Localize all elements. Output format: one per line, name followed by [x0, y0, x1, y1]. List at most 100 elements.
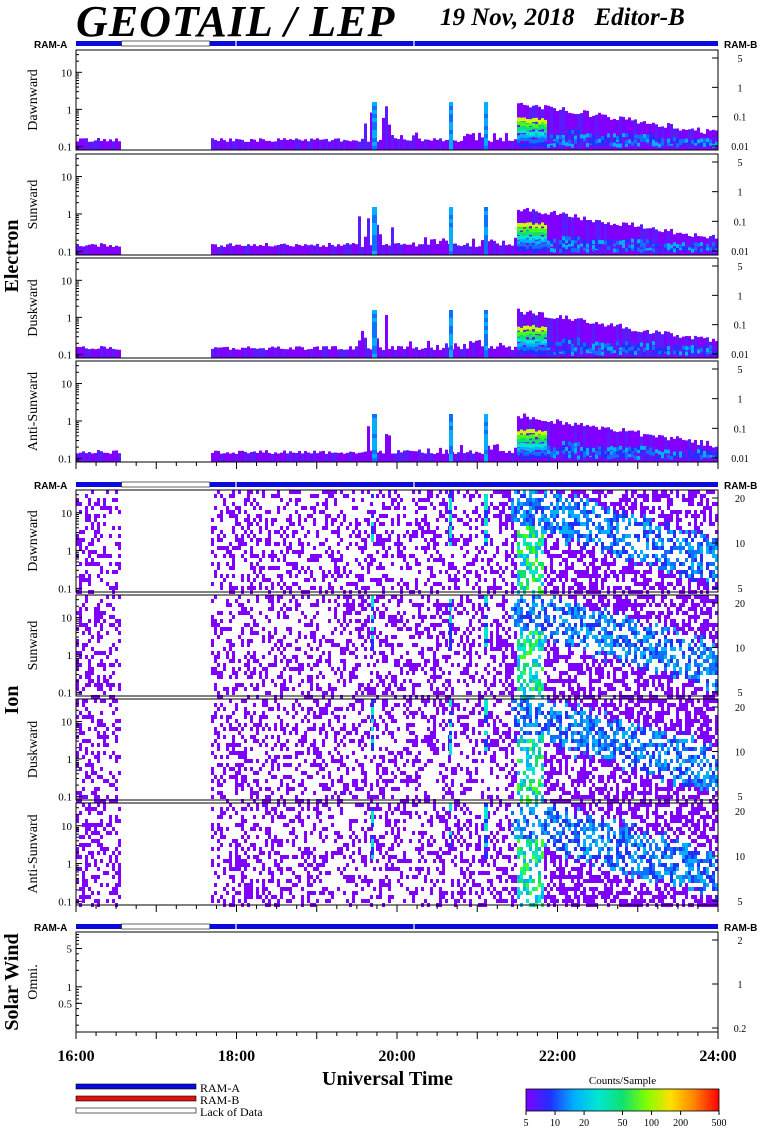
- spectrogram-cell: [697, 490, 700, 494]
- spectrogram-cell: [559, 138, 562, 143]
- spectrogram-cell: [637, 343, 640, 348]
- spectrogram-cell: [601, 351, 604, 356]
- editor-label: Editor-B: [594, 4, 685, 31]
- spectrogram-cell: [565, 450, 568, 455]
- ram-a-label: RAM-A: [34, 40, 67, 51]
- spectrogram-cell: [700, 248, 703, 253]
- spectrogram-cell: [466, 651, 469, 655]
- spectrogram-cell: [301, 663, 304, 667]
- spectrogram-cell: [241, 627, 244, 631]
- spectrogram-cell: [253, 518, 256, 522]
- spectrogram-cell: [449, 114, 453, 118]
- spectrogram-cell: [79, 546, 82, 550]
- spectrogram-cell: [340, 452, 343, 462]
- spectrogram-cell: [307, 679, 310, 683]
- spectrogram-cell: [400, 667, 403, 671]
- spectrogram-cell: [568, 349, 571, 354]
- spectrogram-cell: [559, 213, 562, 255]
- spectrogram-cell: [643, 570, 646, 574]
- spectrogram-cell: [490, 643, 493, 647]
- spectrogram-cell: [79, 611, 82, 615]
- spectrogram-cell: [646, 141, 649, 146]
- spectrogram-cell: [556, 506, 559, 510]
- spectrogram-cell: [301, 542, 304, 546]
- spectrogram-cell: [529, 449, 532, 454]
- spectrogram-cell: [661, 243, 664, 248]
- spectrogram-cell: [322, 570, 325, 574]
- spectrogram-cell: [538, 443, 541, 448]
- spectrogram-cell: [226, 506, 229, 510]
- spectrogram-cell: [349, 651, 352, 655]
- spectrogram-cell: [676, 510, 679, 514]
- spectrogram-cell: [382, 245, 385, 255]
- spectrogram-cell: [706, 347, 709, 352]
- spectrogram-cell: [691, 538, 694, 542]
- spectrogram-cell: [352, 530, 355, 534]
- spectrogram-cell: [658, 558, 661, 562]
- spectrogram-cell: [367, 627, 370, 631]
- spectrogram-cell: [289, 542, 292, 546]
- spectrogram-cell: [511, 542, 514, 546]
- spectrogram-cell: [604, 554, 607, 558]
- spectrogram-cell: [412, 667, 415, 671]
- spectrogram-cell: [469, 663, 472, 667]
- spectrogram-cell: [706, 550, 709, 554]
- spectrogram-cell: [115, 498, 118, 502]
- spectrogram-cell: [643, 347, 646, 352]
- spectrogram-cell: [112, 615, 115, 619]
- spectrogram-cell: [373, 691, 376, 695]
- spectrogram-cell: [637, 582, 640, 586]
- spectrogram-cell: [268, 651, 271, 655]
- spectrogram-cell: [211, 639, 214, 643]
- spectrogram-cell: [637, 242, 640, 247]
- spectrogram-cell: [511, 570, 514, 574]
- spectrogram-cell: [523, 502, 526, 506]
- spectrogram-cell: [556, 490, 559, 494]
- spectrogram-cell: [355, 647, 358, 651]
- spectrogram-cell: [433, 538, 436, 542]
- spectrogram-cell: [649, 570, 652, 574]
- spectrogram-cell: [361, 623, 364, 627]
- spectrogram-cell: [100, 599, 103, 603]
- spectrogram-cell: [247, 659, 250, 663]
- spectrogram-cell: [109, 695, 112, 699]
- spectrogram-cell: [571, 443, 574, 448]
- spectrogram-cell: [229, 554, 232, 558]
- spectrogram-cell: [433, 582, 436, 586]
- spectrogram-cell: [397, 603, 400, 607]
- spectrogram-cell: [697, 578, 700, 582]
- spectrogram-cell: [643, 498, 646, 502]
- spectrogram-cell: [106, 683, 109, 687]
- spectrogram-cell: [367, 615, 370, 619]
- spectrogram-cell: [646, 554, 649, 558]
- spectrogram-cell: [265, 675, 268, 679]
- spectrogram-cell: [355, 627, 358, 631]
- spectrogram-cell: [502, 522, 505, 526]
- spectrogram-cell: [448, 578, 451, 582]
- spectrogram-cell: [436, 623, 439, 627]
- spectrogram-cell: [577, 582, 580, 586]
- spectrogram-cell: [367, 534, 370, 538]
- spectrogram-cell: [529, 228, 532, 233]
- spectrogram-cell: [637, 570, 640, 574]
- spectrogram-cell: [214, 574, 217, 578]
- spectrogram-cell: [82, 631, 85, 635]
- spectrogram-cell: [553, 510, 556, 514]
- spectrogram-cell: [481, 695, 484, 699]
- spectrogram-cell: [445, 530, 448, 534]
- spectrogram-cell: [487, 534, 490, 538]
- spectrogram-cell: [568, 514, 571, 518]
- spectrogram-cell: [253, 534, 256, 538]
- spectrogram-cell: [118, 562, 121, 566]
- spectrogram-cell: [277, 453, 280, 462]
- spectrogram-cell: [517, 121, 520, 126]
- spectrogram-cell: [319, 643, 322, 647]
- spectrogram-cell: [460, 445, 463, 462]
- spectrogram-cell: [460, 599, 463, 603]
- spectrogram-cell: [289, 518, 292, 522]
- spectrogram-cell: [364, 123, 367, 150]
- spectrogram-cell: [598, 522, 601, 526]
- spectrogram-cell: [712, 538, 715, 542]
- spectrogram-cell: [604, 574, 607, 578]
- spectrogram-cell: [451, 599, 454, 603]
